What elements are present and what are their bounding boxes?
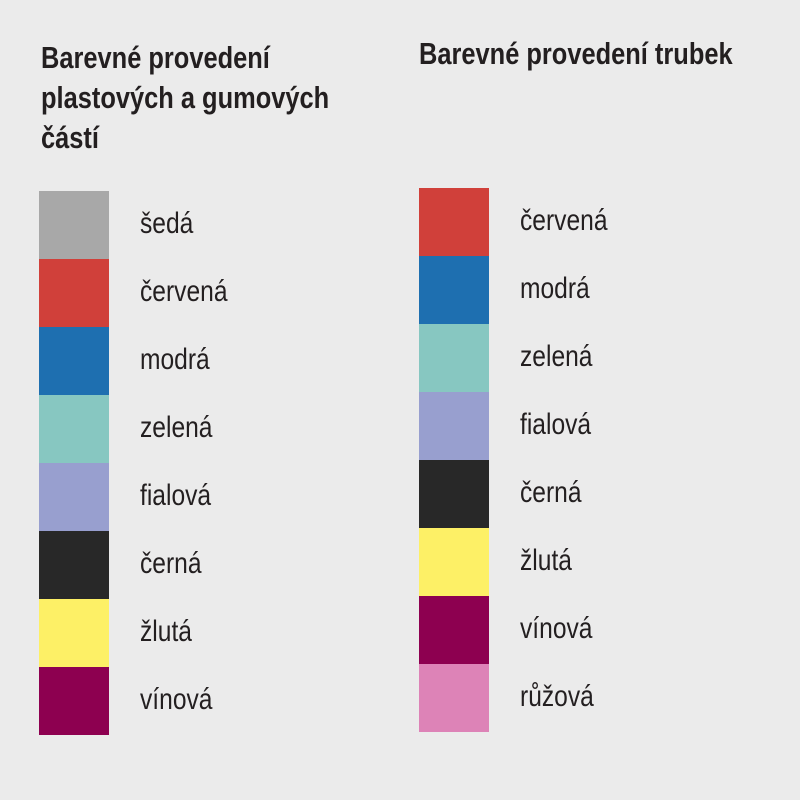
- color-swatch: [419, 596, 489, 664]
- color-label: žlutá: [140, 615, 192, 648]
- left-title: Barevné provedení plastových a gumových …: [41, 38, 329, 158]
- color-label: černá: [520, 476, 582, 509]
- color-swatch: [419, 460, 489, 528]
- color-label: fialová: [520, 408, 592, 441]
- color-swatch: [39, 327, 109, 395]
- color-label: černá: [140, 547, 202, 580]
- color-swatch: [419, 324, 489, 392]
- left-title-line: částí: [41, 120, 99, 155]
- color-label: šedá: [140, 207, 194, 240]
- color-swatch: [419, 664, 489, 732]
- right-title: Barevné provedení trubek: [419, 34, 733, 74]
- color-swatch: [419, 392, 489, 460]
- color-label: červená: [520, 204, 608, 237]
- color-label: vínová: [520, 612, 593, 645]
- color-label: žlutá: [520, 544, 572, 577]
- right-title-line: Barevné provedení trubek: [419, 36, 733, 71]
- color-swatch: [39, 667, 109, 735]
- color-swatch: [39, 599, 109, 667]
- color-swatch: [39, 259, 109, 327]
- color-label: zelená: [520, 340, 593, 373]
- color-swatch: [419, 188, 489, 256]
- color-swatch: [39, 463, 109, 531]
- color-label: fialová: [140, 479, 212, 512]
- color-swatch: [419, 256, 489, 324]
- color-label: zelená: [140, 411, 213, 444]
- color-label: růžová: [520, 680, 594, 713]
- color-swatch: [419, 528, 489, 596]
- color-swatch: [39, 395, 109, 463]
- color-swatch: [39, 531, 109, 599]
- left-title-line: Barevné provedení: [41, 40, 270, 75]
- left-title-line: plastových a gumových: [41, 80, 330, 115]
- color-label: červená: [140, 275, 228, 308]
- color-label: vínová: [140, 683, 213, 716]
- color-label: modrá: [520, 272, 590, 305]
- color-label: modrá: [140, 343, 210, 376]
- color-swatch: [39, 191, 109, 259]
